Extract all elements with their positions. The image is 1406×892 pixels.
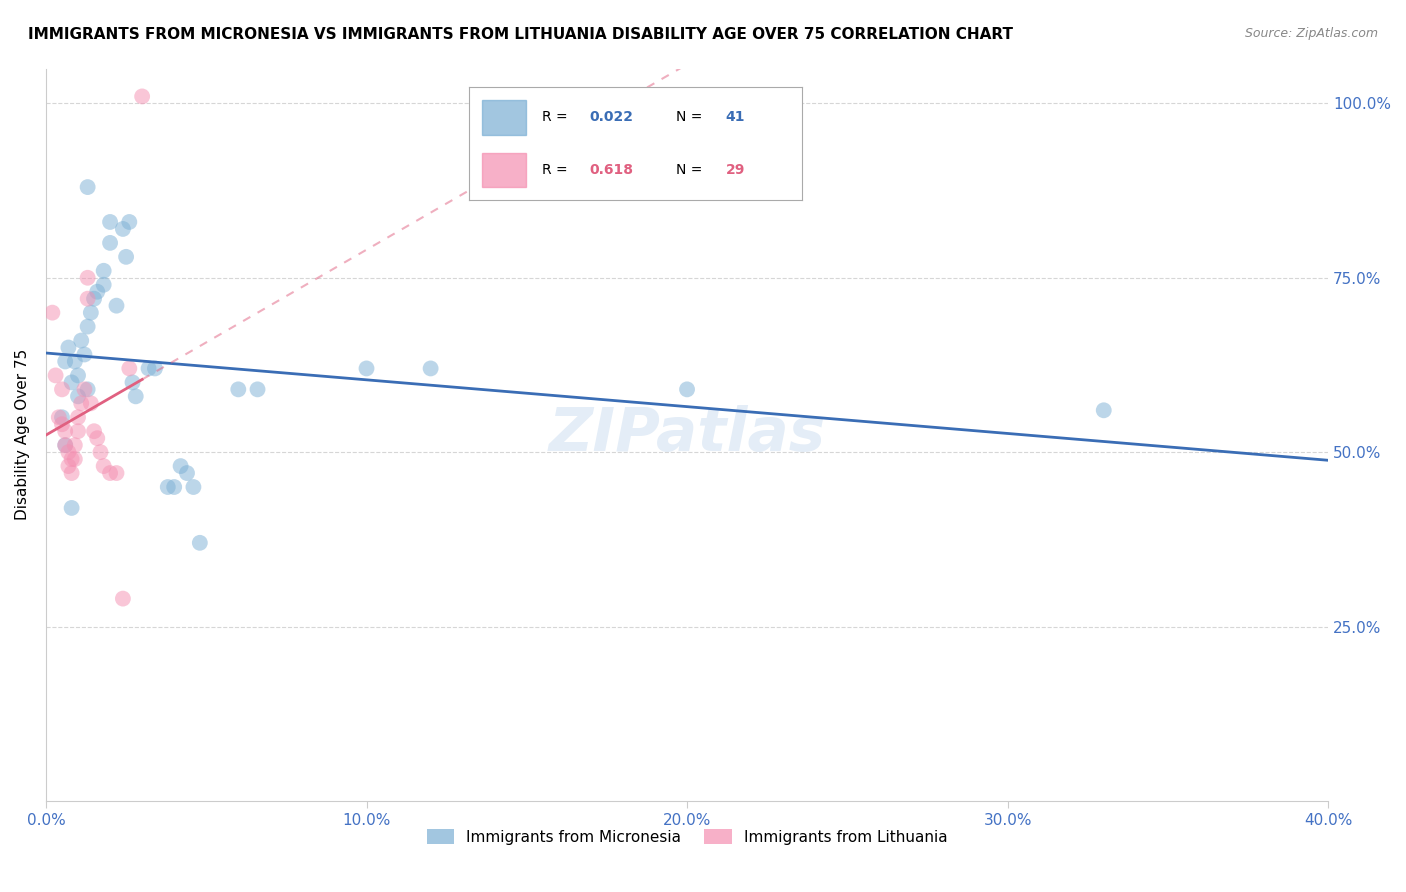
Point (60, 376, 83, 390)
Point (125, 389, 148, 403)
Point (143, 361, 166, 376)
Point (66, 410, 89, 425)
Text: ZIPatlas: ZIPatlas (548, 405, 825, 464)
Point (76, 319, 98, 334)
Point (115, 250, 138, 264)
Point (138, 361, 160, 376)
Point (48, 410, 70, 425)
Point (51, 410, 73, 425)
Point (188, 536, 211, 550)
Point (63, 438, 86, 452)
Point (63, 452, 86, 467)
Point (83, 424, 105, 438)
Point (66, 424, 89, 438)
Point (66, 368, 89, 383)
Y-axis label: Disability Age Over 75: Disability Age Over 75 (15, 349, 30, 520)
Point (58, 341, 80, 355)
Point (105, 466, 128, 480)
Point (76, 292, 98, 306)
Point (105, 299, 128, 313)
Point (118, 215, 141, 229)
Point (98, 466, 121, 480)
Point (45, 368, 67, 383)
Point (176, 466, 198, 480)
Point (53, 438, 76, 452)
Point (86, 431, 108, 445)
Point (60, 500, 83, 515)
Point (118, 361, 141, 376)
Text: IMMIGRANTS FROM MICRONESIA VS IMMIGRANTS FROM LITHUANIA DISABILITY AGE OVER 75 C: IMMIGRANTS FROM MICRONESIA VS IMMIGRANTS… (28, 27, 1014, 42)
Point (53, 354, 76, 368)
Point (63, 354, 86, 368)
Point (98, 215, 121, 229)
Point (58, 459, 80, 474)
Point (111, 591, 134, 606)
Point (183, 480, 205, 494)
Point (226, 383, 249, 397)
Point (60, 452, 83, 467)
Point (53, 424, 76, 438)
Point (1092, 403, 1115, 417)
Point (80, 305, 103, 319)
Point (51, 383, 73, 397)
Legend: Immigrants from Micronesia, Immigrants from Lithuania: Immigrants from Micronesia, Immigrants f… (426, 829, 948, 845)
Point (80, 396, 103, 410)
Point (419, 361, 441, 376)
Point (356, 361, 378, 376)
Point (66, 389, 89, 403)
Point (676, 383, 699, 397)
Point (76, 270, 98, 285)
Point (58, 445, 80, 459)
Point (53, 438, 76, 452)
Point (93, 264, 115, 278)
Point (41, 305, 63, 319)
Point (73, 383, 96, 397)
Point (86, 285, 108, 299)
Point (246, 383, 269, 397)
Point (70, 334, 93, 348)
Point (89, 445, 111, 459)
Point (111, 222, 134, 236)
Point (163, 480, 186, 494)
Point (73, 347, 96, 361)
Point (60, 466, 83, 480)
Point (156, 480, 179, 494)
Point (98, 235, 121, 250)
Point (121, 376, 143, 390)
Point (93, 459, 115, 474)
Point (169, 459, 191, 474)
Point (93, 277, 115, 292)
Point (83, 292, 105, 306)
Point (76, 383, 98, 397)
Point (131, 89, 153, 103)
Point (70, 396, 93, 410)
Point (51, 417, 73, 432)
Point (76, 180, 98, 194)
Text: Source: ZipAtlas.com: Source: ZipAtlas.com (1244, 27, 1378, 40)
